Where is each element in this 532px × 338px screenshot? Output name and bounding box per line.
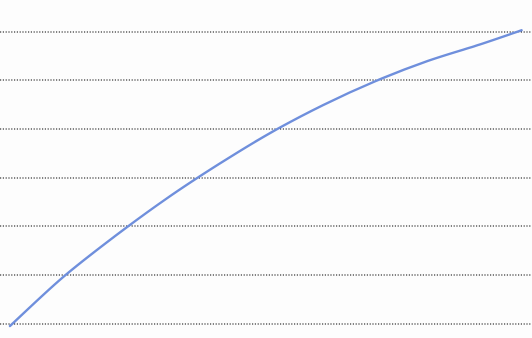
- series-line-1: [8, 29, 523, 328]
- series-layer: [8, 29, 523, 328]
- gridlines: [0, 31, 532, 325]
